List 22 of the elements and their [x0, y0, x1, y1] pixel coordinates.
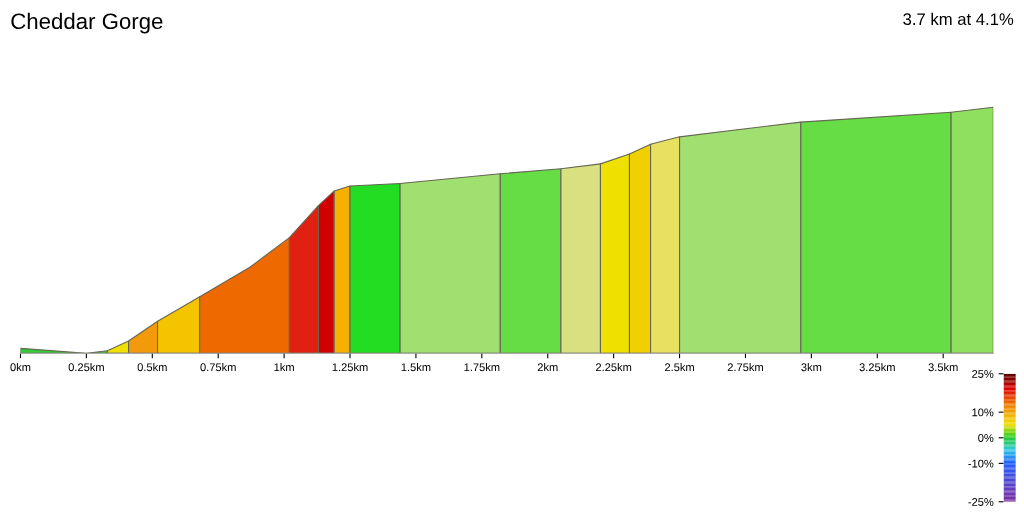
x-tick-label: 1km [274, 363, 294, 372]
x-tick-label: 3.25km [859, 363, 895, 372]
x-tick-label: 2.25km [595, 363, 632, 372]
color-bar-label: 25% [972, 370, 994, 378]
x-tick-label: 2.5km [664, 363, 694, 372]
x-tick-label: 2.75km [727, 363, 763, 372]
x-tick-label: 1.25km [332, 363, 368, 372]
x-tick-label: 3km [801, 363, 822, 372]
x-tick-label: 0.25km [68, 363, 104, 372]
x-tick-label: 3.5km [928, 363, 958, 372]
x-tick-label: 0km [10, 363, 31, 372]
color-bar-label: -25% [968, 498, 994, 506]
color-bar-label: 10% [972, 408, 994, 417]
x-tick-label: 1.75km [464, 363, 500, 372]
chart-title: Cheddar Gorge [11, 12, 163, 34]
color-bar-label: 0% [978, 434, 994, 442]
x-tick-label: 0.75km [200, 363, 236, 372]
x-tick-label: 0.5km [137, 363, 167, 372]
text: 3.7 km at 4.1% [903, 12, 1014, 26]
x-tick-label: 1.5km [401, 363, 431, 372]
color-bar-label: -10% [968, 459, 994, 468]
x-tick-label: 2km [537, 363, 558, 372]
